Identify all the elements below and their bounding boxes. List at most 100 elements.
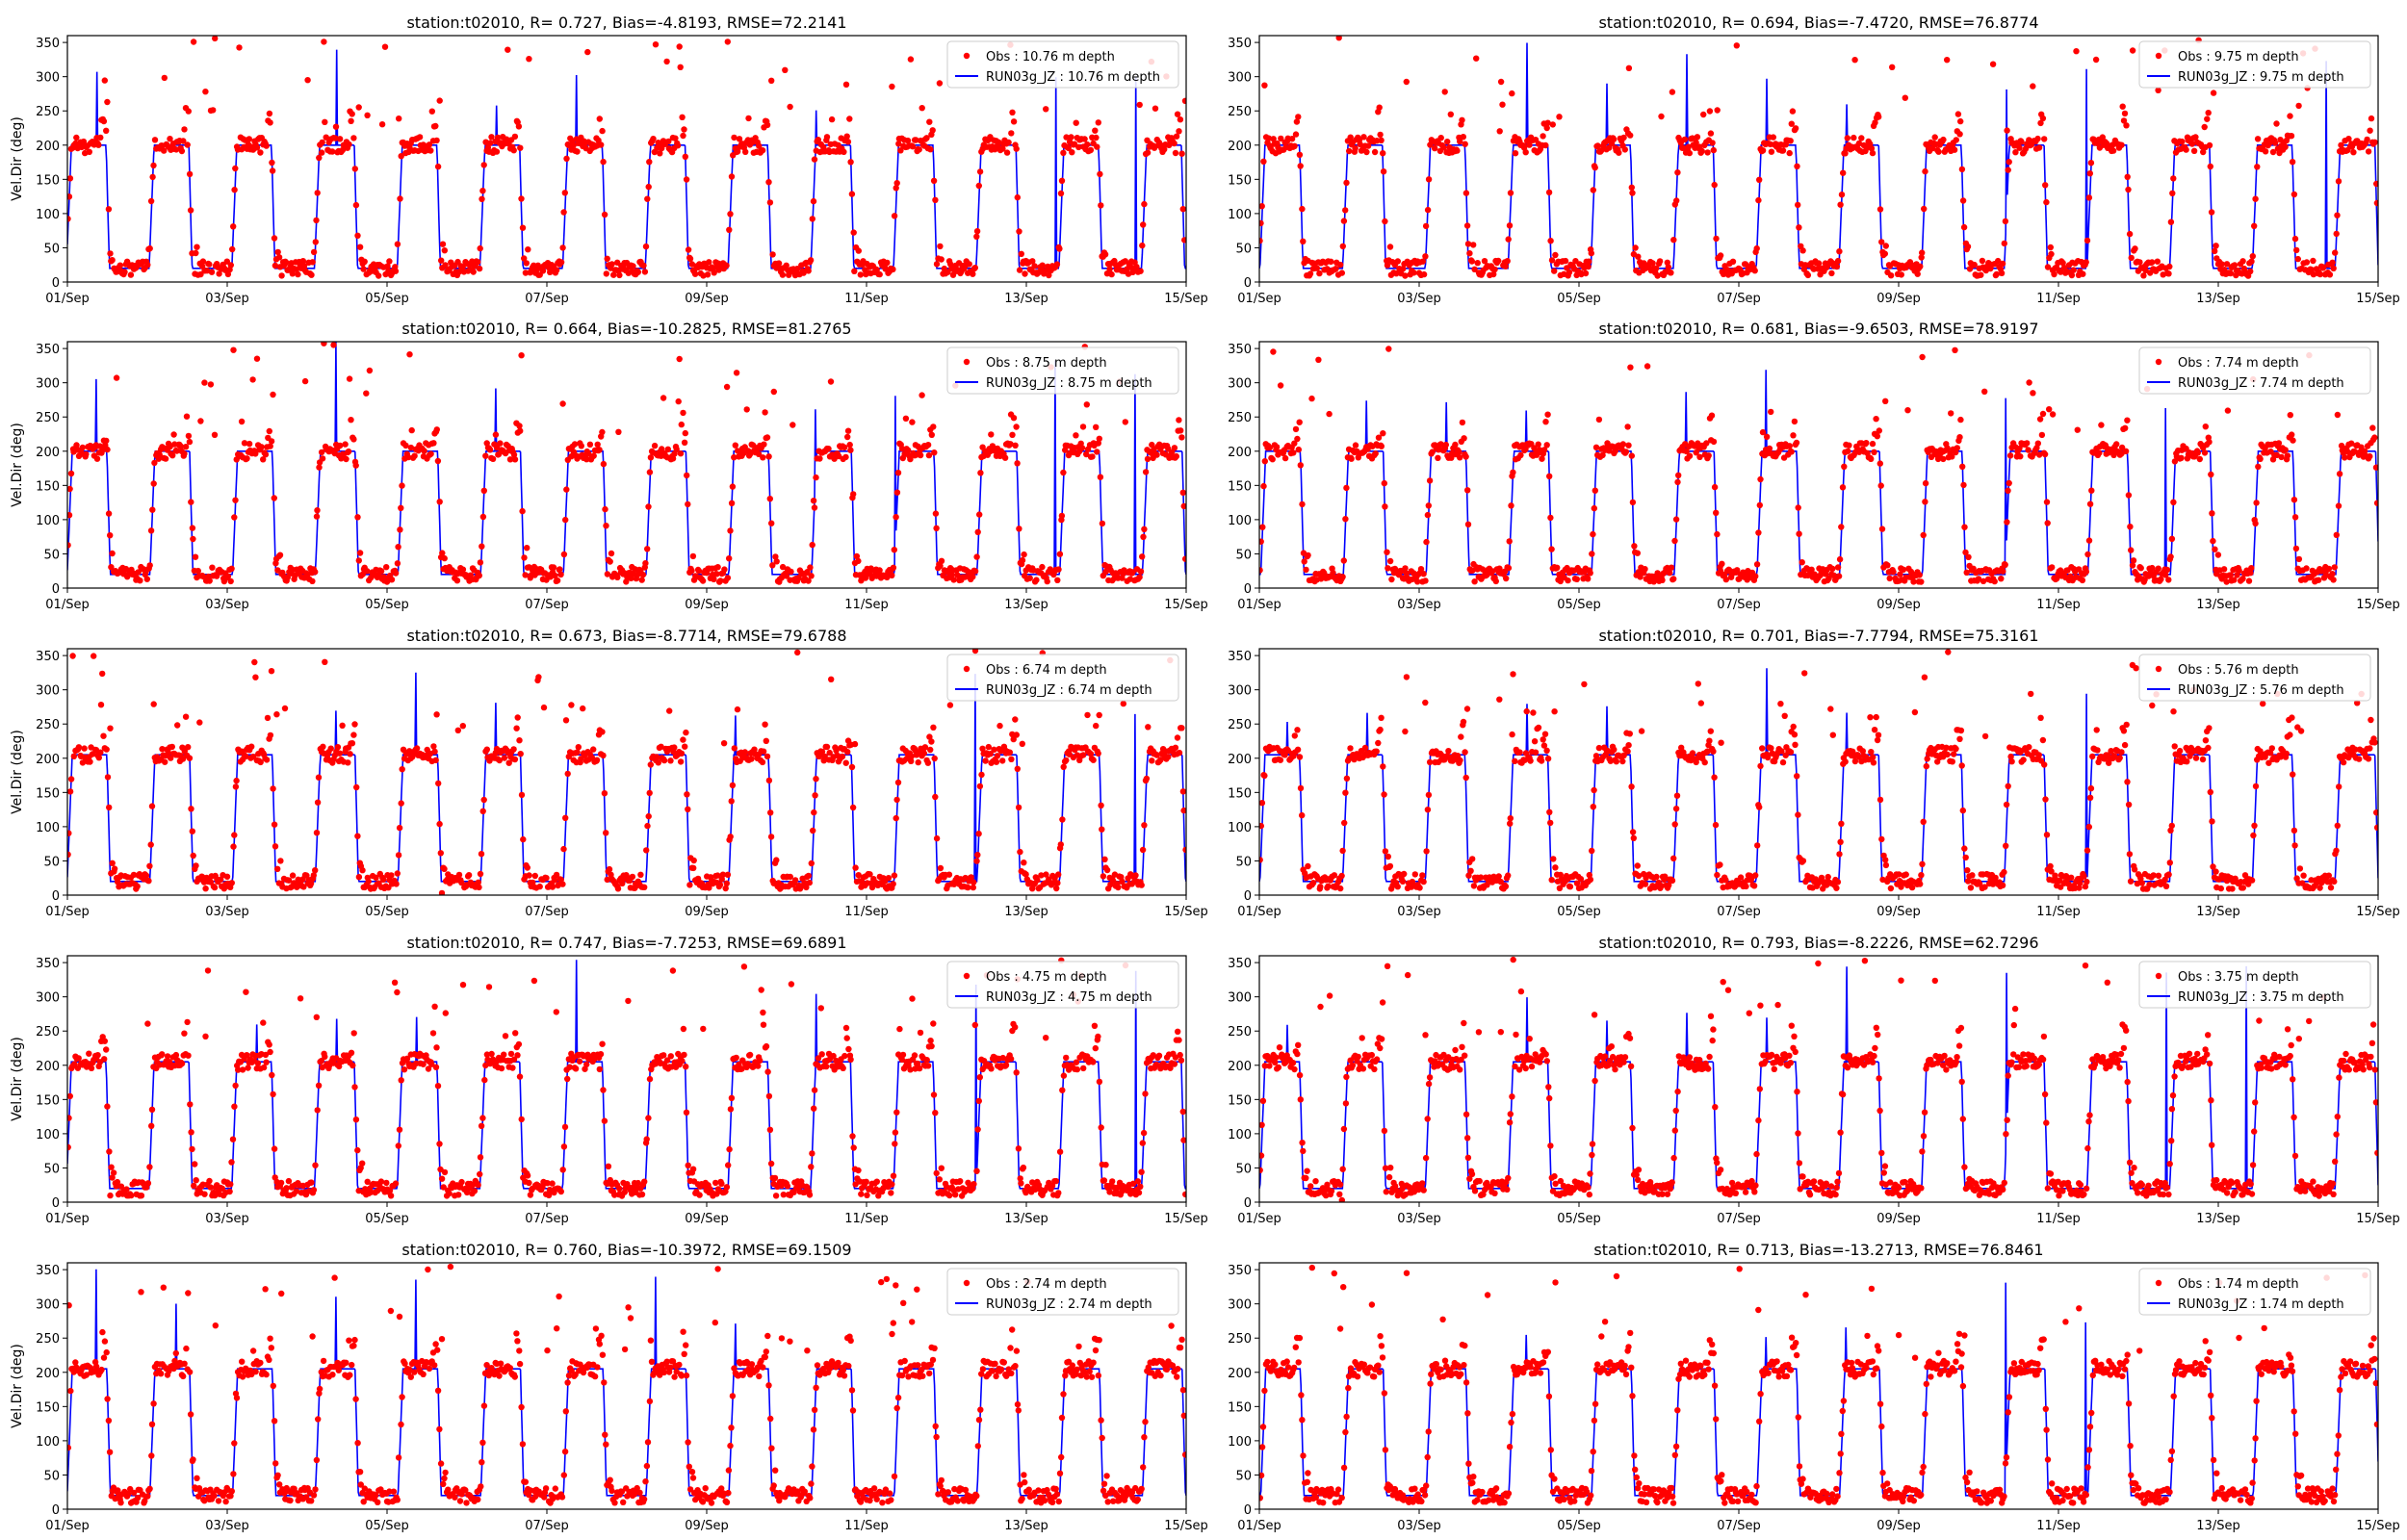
obs-point: [364, 568, 371, 575]
obs-point: [1786, 443, 1794, 449]
obs-point: [93, 455, 101, 462]
legend-obs-label: Obs : 7.74 m depth: [2178, 356, 2299, 371]
obs-point: [1517, 451, 1524, 459]
obs-point: [2326, 271, 2334, 278]
obs-point: [1308, 395, 1315, 402]
obs-point: [1670, 576, 1677, 582]
obs-point: [849, 804, 857, 811]
legend-box: [2138, 346, 2371, 395]
obs-point: [1019, 556, 1026, 564]
obs-point: [150, 162, 157, 169]
obs-point: [73, 134, 80, 141]
obs-point: [1869, 440, 1876, 448]
obs-point: [2289, 431, 2295, 438]
obs-point: [1176, 417, 1182, 424]
obs-point: [932, 196, 939, 203]
obs-point: [999, 145, 1006, 152]
obs-point: [556, 566, 563, 573]
obs-point: [1139, 846, 1147, 854]
obs-point: [724, 575, 732, 581]
obs-point: [638, 577, 645, 583]
obs-point: [1713, 235, 1720, 243]
obs-point: [180, 138, 187, 144]
obs-point: [1549, 121, 1557, 128]
panel-5: station:t02010, R= 0.673, Bias=-8.7714, …: [10, 627, 1208, 919]
obs-point: [1182, 846, 1186, 854]
obs-point: [764, 753, 771, 760]
obs-point: [1043, 106, 1049, 113]
obs-point: [850, 491, 857, 498]
obs-point: [1508, 502, 1514, 509]
y-tick-label: 200: [1228, 446, 1252, 460]
obs-point: [67, 851, 71, 858]
obs-point: [1833, 263, 1841, 270]
obs-point: [1918, 578, 1925, 585]
obs-point: [109, 860, 116, 866]
obs-point: [144, 262, 151, 269]
obs-point: [531, 872, 538, 880]
obs-point: [1456, 449, 1462, 455]
obs-point: [2289, 159, 2296, 166]
obs-point: [475, 259, 481, 266]
obs-point: [787, 103, 793, 111]
legend-box: [946, 346, 1179, 395]
obs-point: [1296, 754, 1304, 760]
obs-point: [510, 746, 517, 753]
obs-point: [283, 259, 290, 267]
obs-point: [1402, 272, 1409, 279]
obs-point: [322, 658, 328, 665]
x-ticks: 01/Sep 03/Sep 05/Sep 07/Sep 09/Sep 11/Sep 13/S…: [45, 588, 1208, 612]
obs-point: [67, 485, 73, 493]
obs-point: [1981, 388, 1988, 395]
obs-point: [241, 440, 248, 447]
obs-point: [2012, 149, 2019, 156]
obs-point: [806, 879, 813, 886]
obs-point: [651, 442, 659, 449]
obs-point: [1174, 734, 1181, 741]
obs-point: [600, 752, 607, 759]
obs-point: [630, 263, 636, 270]
obs-point: [181, 450, 188, 457]
obs-point: [818, 748, 826, 756]
obs-point: [1470, 242, 1477, 248]
obs-point: [1550, 856, 1557, 862]
obs-point: [1385, 853, 1392, 860]
obs-point: [518, 352, 525, 359]
obs-point: [274, 248, 281, 256]
obs-point: [2074, 426, 2081, 433]
obs-point: [1372, 450, 1379, 457]
obs-point: [2085, 537, 2093, 544]
obs-point: [596, 447, 603, 453]
obs-point: [568, 702, 575, 708]
obs-point: [348, 417, 354, 424]
obs-point: [2030, 83, 2036, 90]
obs-point: [207, 879, 215, 886]
obs-point: [855, 872, 862, 879]
obs-point: [1951, 146, 1958, 153]
y-tick-label: 150: [36, 479, 60, 494]
obs-point: [965, 884, 971, 891]
obs-point: [103, 437, 110, 445]
obs-point: [610, 271, 617, 278]
obs-point: [1625, 64, 1633, 72]
y-axis-label: Vel.Dir (deg): [10, 116, 25, 201]
obs-point: [479, 195, 485, 202]
obs-point: [1952, 346, 1958, 353]
obs-point: [2086, 170, 2093, 177]
obs-point: [1090, 757, 1097, 763]
obs-point: [1770, 134, 1777, 141]
obs-point: [230, 843, 237, 850]
obs-point: [2006, 479, 2012, 487]
legend-obs-marker: [2155, 358, 2162, 366]
obs-point: [1698, 147, 1705, 155]
obs-point: [1756, 501, 1764, 509]
obs-point: [416, 134, 424, 141]
obs-point: [177, 443, 184, 449]
obs-point: [706, 259, 712, 266]
obs-point: [349, 740, 356, 747]
obs-point: [360, 266, 367, 272]
obs-point: [1013, 424, 1020, 430]
obs-point: [2036, 416, 2044, 423]
obs-point: [2049, 411, 2057, 418]
